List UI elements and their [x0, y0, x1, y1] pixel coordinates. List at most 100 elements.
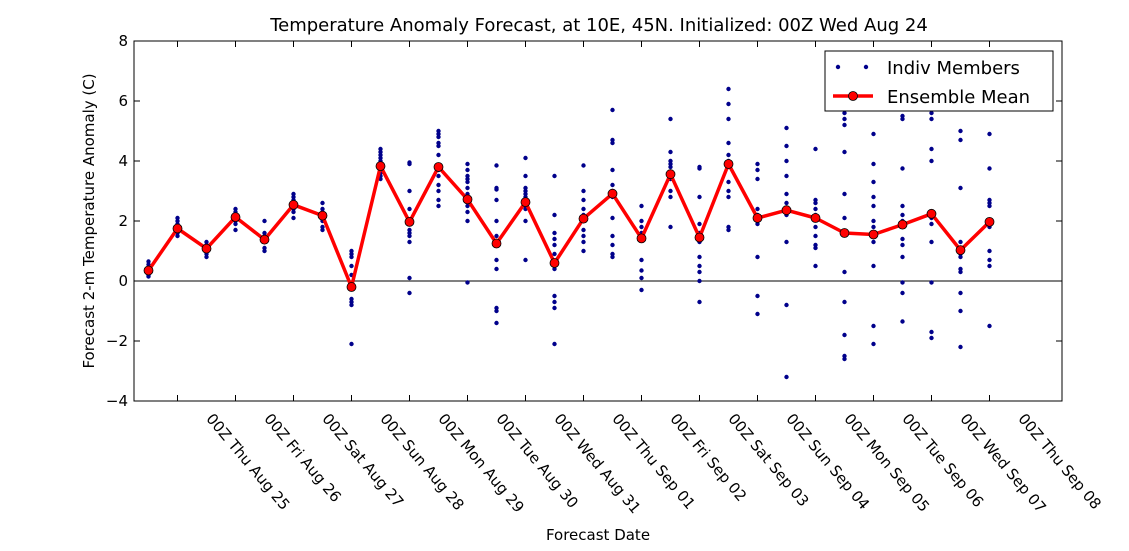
- ensemble-mean-point: [752, 213, 763, 223]
- member-point: [552, 251, 557, 257]
- member-point: [639, 203, 644, 209]
- member-point: [552, 173, 557, 179]
- member-point: [668, 116, 673, 122]
- ensemble-mean-point: [201, 243, 212, 254]
- member-point: [407, 160, 412, 165]
- member-point: [697, 164, 702, 170]
- member-point: [697, 278, 702, 284]
- member-point: [233, 227, 238, 233]
- chart-title: Temperature Anomaly Forecast, at 10E, 45…: [269, 15, 928, 36]
- member-point: [494, 218, 499, 224]
- member-point: [436, 188, 441, 194]
- member-point: [987, 257, 992, 263]
- member-point: [465, 218, 470, 224]
- member-point: [929, 110, 934, 116]
- member-point: [581, 197, 586, 203]
- member-point: [871, 131, 876, 137]
- member-point: [407, 290, 412, 296]
- ensemble-mean-point: [317, 210, 328, 221]
- member-point: [958, 308, 963, 314]
- ensemble-mean-point: [259, 234, 270, 245]
- member-point: [639, 275, 644, 281]
- member-point: [900, 290, 905, 296]
- member-point: [726, 101, 731, 107]
- member-point: [581, 239, 586, 245]
- member-point: [958, 137, 963, 143]
- member-point: [436, 140, 441, 146]
- member-point: [610, 182, 615, 188]
- ensemble-mean-point: [839, 228, 850, 238]
- legend: Indiv Members Ensemble Mean: [824, 50, 1054, 112]
- member-point: [465, 167, 470, 173]
- member-point: [552, 236, 557, 242]
- member-point: [262, 245, 267, 251]
- member-point: [552, 299, 557, 305]
- legend-box: [824, 50, 1054, 112]
- member-point: [784, 158, 789, 164]
- member-point: [813, 206, 818, 212]
- member-point: [552, 293, 557, 299]
- member-point: [726, 116, 731, 122]
- member-point: [465, 161, 470, 167]
- member-point: [668, 188, 673, 194]
- member-point: [233, 206, 238, 212]
- member-point: [494, 185, 499, 191]
- member-point: [755, 221, 760, 227]
- member-point: [697, 269, 702, 275]
- member-point: [755, 161, 760, 167]
- member-point: [639, 224, 644, 230]
- member-point: [900, 280, 905, 285]
- y-tick-label: −2: [106, 332, 128, 350]
- ensemble-mean-point: [810, 213, 821, 223]
- member-point: [349, 296, 354, 302]
- member-point: [610, 242, 615, 248]
- ensemble-mean-point: [172, 223, 183, 234]
- member-point: [987, 323, 992, 329]
- member-point: [871, 263, 876, 269]
- member-point: [987, 166, 992, 171]
- member-point: [697, 263, 702, 269]
- ensemble-mean-point: [404, 216, 415, 227]
- member-point: [465, 209, 470, 215]
- y-tick-label: 8: [118, 32, 128, 50]
- member-point: [842, 353, 847, 359]
- ensemble-mean-point: [230, 212, 241, 223]
- ensemble-mean-point: [781, 205, 792, 216]
- member-point: [958, 239, 963, 245]
- ensemble-mean-point: [549, 258, 560, 268]
- member-point: [552, 212, 557, 218]
- member-point: [726, 152, 731, 158]
- y-tick-label: −4: [106, 392, 128, 410]
- member-point: [465, 173, 470, 179]
- ensemble-mean-point: [984, 216, 995, 227]
- y-tick-label: 6: [118, 92, 128, 110]
- member-point: [436, 152, 441, 158]
- ensemble-mean-point: [433, 162, 444, 172]
- member-point: [784, 143, 789, 149]
- member-point: [697, 254, 702, 260]
- member-point: [726, 140, 731, 146]
- ensemble-mean-point: [520, 197, 531, 208]
- member-point: [842, 191, 847, 197]
- member-point: [842, 299, 847, 305]
- member-point: [291, 215, 296, 221]
- member-point: [697, 194, 702, 200]
- x-axis-label: Forecast Date: [546, 526, 650, 544]
- member-point: [668, 158, 673, 164]
- legend-marker-indiv-members: [863, 64, 869, 70]
- member-point: [958, 185, 963, 191]
- member-point: [842, 149, 847, 155]
- member-point: [494, 320, 499, 326]
- member-point: [610, 251, 615, 257]
- member-point: [552, 341, 557, 347]
- member-point: [697, 221, 702, 227]
- member-point: [958, 290, 963, 296]
- legend-label-indiv-members: Indiv Members: [887, 58, 1020, 79]
- member-point: [929, 280, 934, 285]
- member-point: [465, 280, 470, 285]
- member-point: [755, 206, 760, 212]
- member-point: [407, 188, 412, 194]
- member-point: [610, 233, 615, 239]
- member-point: [929, 239, 934, 245]
